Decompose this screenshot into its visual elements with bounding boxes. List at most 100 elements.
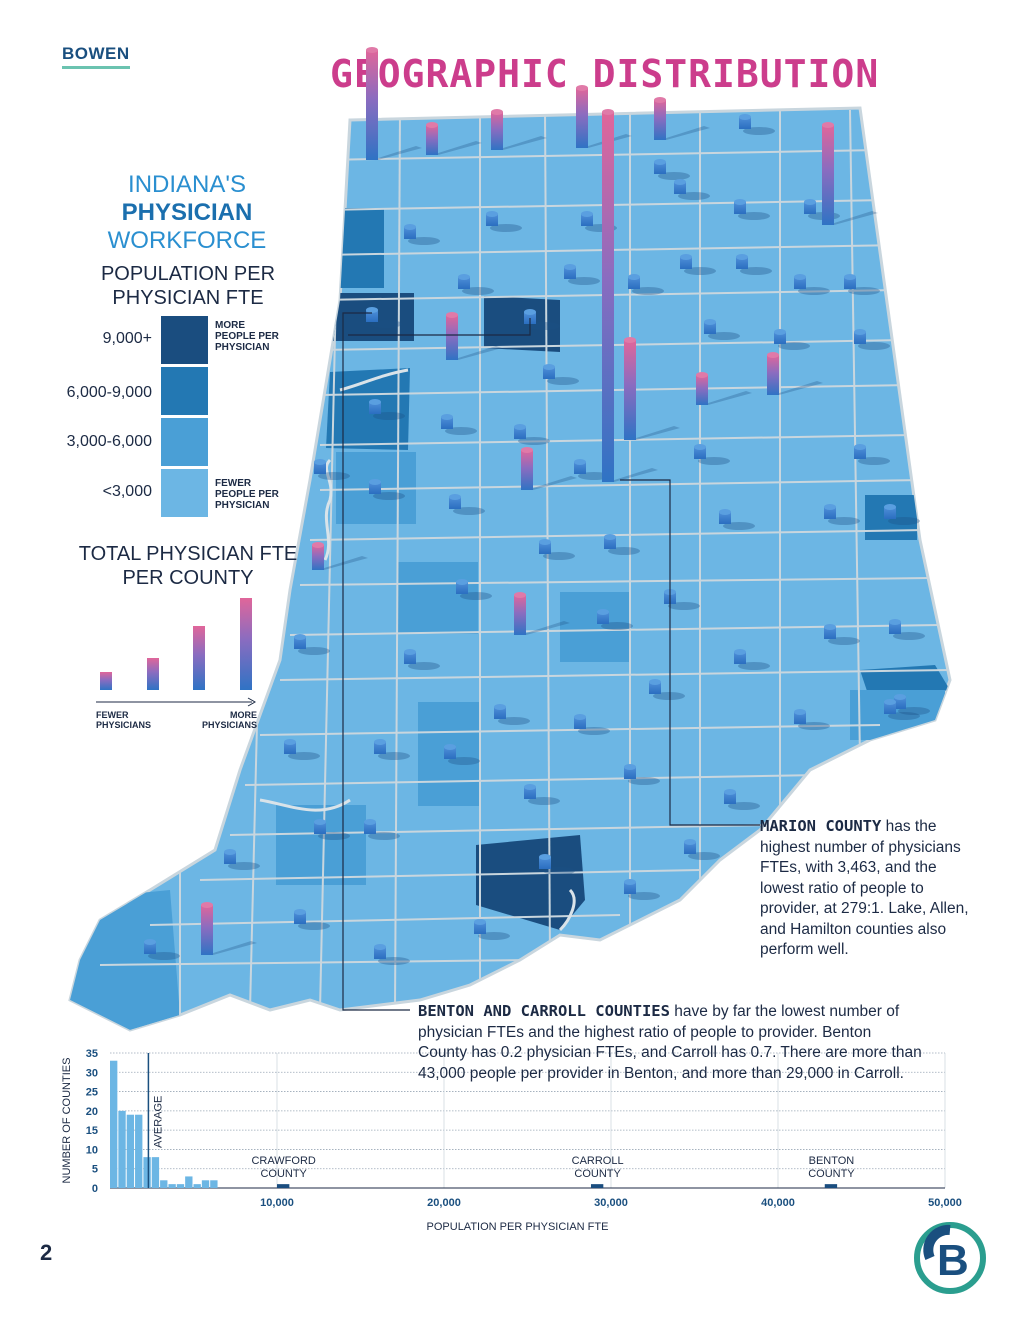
county-fte-stub [374,739,410,760]
county-fte-stub [574,714,610,735]
county-crawford [476,835,585,930]
county-fte-stub [524,309,560,330]
x-tick-label: 50,000 [928,1197,962,1209]
county-fte-bar [624,337,680,440]
county-newton [326,208,384,288]
y-axis-title: NUMBER OF COUNTIES [61,1058,73,1184]
y-tick-label: 35 [86,1048,98,1060]
county-fte-bar [654,97,710,140]
county-fte-stub [894,694,930,715]
county-fte-bar [446,312,502,360]
legend-class-label: 9,000+ [102,330,152,347]
county-fte-stub [369,479,405,500]
y-tick-label: 20 [86,1106,98,1118]
y-tick-label: 0 [92,1183,98,1195]
histogram-bar [160,1180,168,1188]
legend-fewer-note: FEWER PEOPLE PER PHYSICIAN [215,478,279,511]
brand-logo-text: BOWEN [62,44,130,69]
county-greene [276,805,366,885]
county-fte-bar [201,902,257,955]
histogram-county-label: CRAWFORD [251,1155,315,1167]
legend-class-label: 6,000-9,000 [66,384,152,401]
county-fte-stub [404,224,440,245]
county-putnam [398,562,478,634]
county-fte-stub [524,784,560,805]
legend-heading-line1: INDIANA'S [128,171,246,198]
county-fte-stub [624,879,660,900]
county-fte-stub [654,159,690,180]
x-tick-label: 40,000 [761,1197,795,1209]
y-tick-label: 30 [86,1067,98,1079]
histogram-county-label: CARROLL [572,1155,624,1167]
legend-class-label: <3,000 [102,483,152,500]
x-axis-title: POPULATION PER PHYSICIAN FTE [427,1221,609,1233]
page-title: GEOGRAPHIC DISTRIBUTION [330,52,880,96]
histogram-county-label: COUNTY [574,1168,621,1180]
county-fte-stub [486,211,522,232]
county-fte-stub [734,199,770,220]
county-fte-stub [854,444,890,465]
histogram-bar [126,1114,135,1188]
legend-fte-bars [96,598,257,707]
county-fte-bar [491,109,547,150]
legend-pop-title-line2: PHYSICIAN FTE [112,287,264,309]
county-fte-stub [736,254,772,275]
county-fte-stub [364,819,400,840]
county-fte-stub [824,624,860,645]
county-fte-stub [474,919,510,940]
county-fte-stub [294,634,330,655]
county-fte-stub [539,539,575,560]
legend-swatches [161,316,208,517]
legend-heading-line3: WORKFORCE [107,227,267,254]
county-fte-stub [824,504,860,525]
county-fte-stub [449,494,485,515]
histogram-bar [824,1184,838,1188]
legend-fte-title-line2: PER COUNTY [122,567,254,589]
county-regions [70,109,950,1030]
histogram-bar [118,1110,126,1188]
county-fte-stub [628,274,664,295]
county-fte-stub [724,789,760,810]
county-fte-stub [144,939,180,960]
y-tick-label: 5 [92,1164,98,1176]
histogram-bar [110,1060,118,1188]
county-fte-bar [514,592,570,635]
county-fte-stub [774,329,810,350]
county-fte-stub [704,319,740,340]
legend-fewer-physicians: FEWER PHYSICIANS [96,710,152,730]
histogram-county-label: BENTON [809,1155,855,1167]
histogram-chart: 0 5 10 15 20 25 30 35 10,000 20,000 30,000 40,000 50… [61,1048,962,1233]
county-fte-stub [884,504,920,525]
county-fte-stub [369,399,405,420]
legend-pop-title-line1: POPULATION PER [100,263,276,285]
county-fte-stub [649,679,685,700]
histogram-bar [185,1176,193,1188]
county-fte-stub [314,459,350,480]
county-fte-stub [844,274,880,295]
county-fte-bar [366,47,422,160]
county-fte-stub [597,609,633,630]
benton-carroll-annotation: BENTON AND CARROLL COUNTIES have by far … [418,1002,922,1082]
county-fte-stub [539,854,575,875]
county-fte-stub [374,944,410,965]
county-fte-stub [884,699,920,720]
marion-county-annotation: MARION COUNTY has the highest number of … [760,817,969,958]
county-fte-stub [441,414,477,435]
histogram-bar [176,1184,185,1188]
leader-lines [342,312,760,1011]
county-fte-bar [767,352,823,395]
histogram-bar [590,1184,604,1188]
histogram-bar [210,1180,218,1188]
county-fte-bar [696,372,752,405]
county-fte-bar [521,447,577,490]
county-fte-stub [456,579,492,600]
county-fte-stub [564,264,600,285]
average-label: AVERAGE [152,1096,164,1148]
histogram-bar [151,1157,160,1188]
histogram-bar [201,1180,210,1188]
x-tick-label: 10,000 [260,1197,294,1209]
legend-heading-line2: PHYSICIAN [121,199,253,226]
county-fte-stub [444,744,480,765]
legend-more-note: MORE PEOPLE PER PHYSICIAN [215,320,279,353]
county-fte-stub [294,909,330,930]
